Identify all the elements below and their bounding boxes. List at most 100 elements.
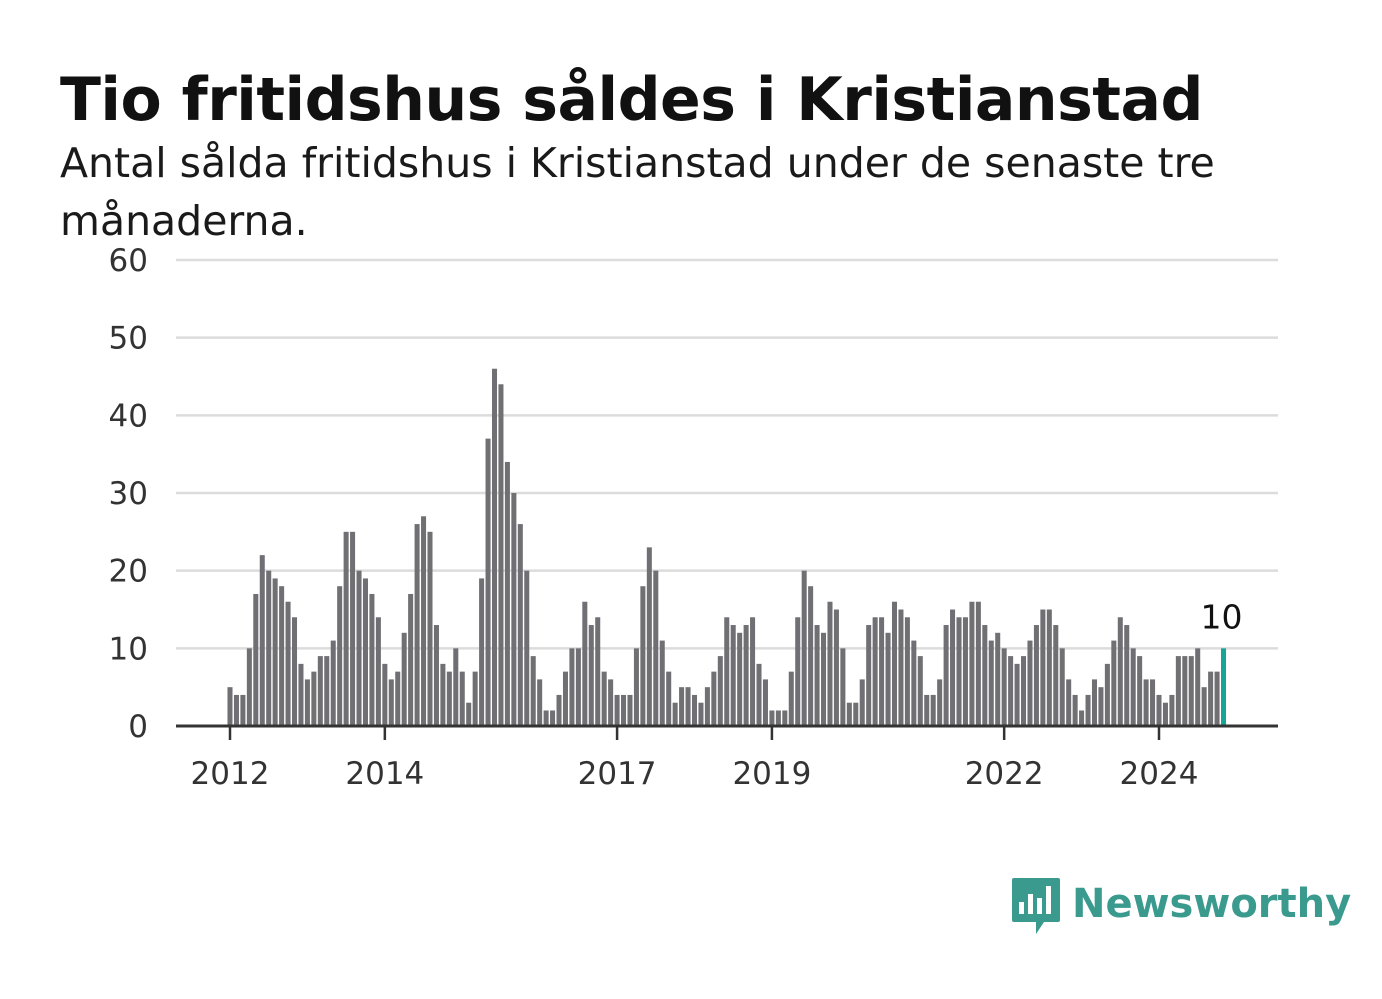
bar <box>1117 617 1123 726</box>
bar <box>801 570 807 726</box>
bar <box>1040 609 1046 726</box>
bar <box>1195 648 1201 726</box>
bar <box>1150 679 1156 726</box>
bar-chart-speech-bubble-icon <box>1012 878 1060 934</box>
x-tick-label: 2024 <box>1120 756 1199 792</box>
bar <box>988 640 994 726</box>
bar <box>1104 663 1110 726</box>
bar <box>756 663 762 726</box>
bar <box>1156 694 1162 726</box>
bar <box>311 671 317 726</box>
bar <box>304 679 310 726</box>
bar <box>292 617 298 726</box>
chart-title: Tio fritidshus såldes i Kristianstad <box>60 65 1203 135</box>
bar <box>1143 679 1149 726</box>
bar <box>975 601 981 726</box>
bar <box>362 578 368 726</box>
y-tick-label: 20 <box>109 554 148 590</box>
bar <box>1201 687 1207 726</box>
grid-lines <box>176 258 1278 650</box>
bar <box>427 531 433 726</box>
bar <box>833 609 839 726</box>
y-tick-label: 0 <box>128 709 148 745</box>
bar <box>872 617 878 726</box>
axes <box>176 724 1278 740</box>
bar <box>1053 625 1059 726</box>
bar <box>672 702 678 726</box>
bar <box>285 601 291 726</box>
bar <box>556 694 562 726</box>
bar <box>588 625 594 726</box>
x-tick-label: 2012 <box>191 756 270 792</box>
bar <box>562 671 568 726</box>
bar <box>891 601 898 726</box>
bar <box>646 547 652 726</box>
highlight-value-label: 10 <box>1201 597 1243 636</box>
bar <box>659 640 665 726</box>
bar <box>1188 656 1194 726</box>
bar <box>995 632 1001 726</box>
bar <box>1066 679 1072 726</box>
bar <box>233 694 239 726</box>
bar <box>859 679 865 726</box>
bar <box>666 671 672 726</box>
bar <box>1137 656 1143 726</box>
bar <box>1008 656 1014 726</box>
bar <box>633 648 639 726</box>
highlight-bar <box>1221 648 1227 726</box>
bar <box>685 687 691 726</box>
bar <box>653 570 659 726</box>
bar <box>1169 694 1175 726</box>
bar <box>543 710 549 726</box>
bar <box>479 578 485 726</box>
bar <box>691 694 698 726</box>
bar <box>246 648 252 726</box>
bar <box>827 601 833 726</box>
bar <box>898 609 904 726</box>
x-tick-label: 2022 <box>965 756 1044 792</box>
bar <box>511 493 517 726</box>
labels: 0 10 20 30 40 50 60 2012 2014 2017 2019 2022 2024 10 <box>109 243 1243 792</box>
bar <box>350 531 356 726</box>
bar <box>317 656 323 726</box>
bar <box>388 679 394 726</box>
bar <box>401 632 407 726</box>
bar <box>369 593 375 726</box>
bar <box>279 586 285 726</box>
bar <box>433 625 439 726</box>
bar <box>1033 625 1039 726</box>
bar <box>408 593 414 726</box>
bar <box>1021 656 1027 726</box>
bar <box>1014 663 1020 726</box>
bar <box>704 687 710 726</box>
bar <box>724 617 730 726</box>
bar <box>1162 702 1168 726</box>
bar <box>453 648 459 726</box>
bar <box>459 671 465 726</box>
bar <box>769 710 775 726</box>
bar <box>1027 640 1033 726</box>
bar <box>621 694 627 726</box>
y-tick-label: 10 <box>109 631 148 667</box>
bar <box>1124 625 1130 726</box>
y-tick-label: 60 <box>109 243 148 279</box>
bar <box>524 570 530 726</box>
bar <box>298 663 304 726</box>
chart-subtitle: Antal sålda fritidshus i Kristianstad un… <box>60 139 1215 245</box>
x-tick-label: 2019 <box>732 756 811 792</box>
bar <box>730 625 736 726</box>
bar <box>382 663 388 726</box>
bar <box>1182 656 1188 726</box>
bar <box>504 461 510 726</box>
bar <box>472 671 478 726</box>
bar <box>782 710 788 726</box>
bar <box>337 586 343 726</box>
bar <box>775 710 781 726</box>
bar <box>950 609 956 726</box>
bar <box>421 516 427 726</box>
bar <box>911 640 917 726</box>
bars <box>227 368 1227 726</box>
bar <box>962 617 968 726</box>
bar <box>821 632 827 726</box>
bar <box>1072 694 1078 726</box>
